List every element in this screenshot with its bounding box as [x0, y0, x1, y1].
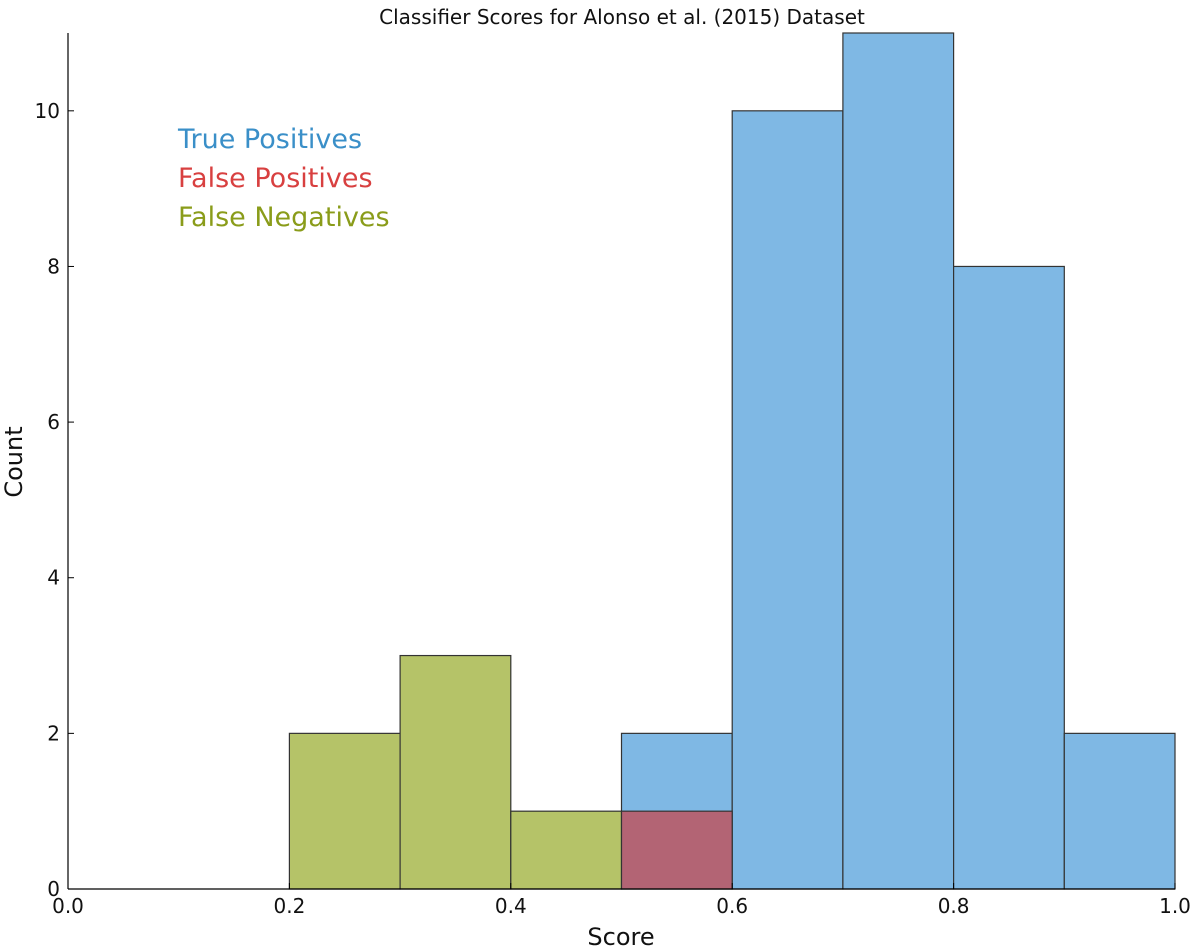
- series-false-positives: [620, 810, 733, 890]
- axes-layer: [67, 33, 1175, 890]
- y-tick-label: 10: [35, 99, 60, 123]
- bar-true-positives-bin-6: [731, 110, 844, 890]
- bars-layer: [288, 32, 1176, 890]
- chart-title: Classifier Scores for Alonso et al. (201…: [379, 5, 865, 29]
- bar-false-positives-bin-5: [620, 810, 733, 890]
- legend-item-true-positives: True Positives: [177, 124, 362, 155]
- x-tick-label: 0.4: [495, 894, 527, 918]
- x-tick-label: 0.0: [52, 894, 84, 918]
- x-tick-label: 0.6: [716, 894, 748, 918]
- series-true-positives: [620, 32, 1176, 890]
- bar-false-negatives-bin-4: [510, 810, 623, 890]
- y-tick-label: 2: [47, 721, 60, 745]
- x-axis-label: Score: [587, 923, 654, 948]
- y-tick-label: 8: [47, 254, 60, 278]
- y-axis-label: Count: [0, 426, 28, 497]
- x-tick-label: 1.0: [1159, 894, 1191, 918]
- x-tick-label: 0.8: [938, 894, 970, 918]
- series-false-negatives: [288, 654, 623, 890]
- x-tick-label: 0.2: [273, 894, 305, 918]
- bar-true-positives-bin-7: [842, 32, 955, 890]
- bar-false-negatives-bin-2: [288, 732, 401, 890]
- bar-true-positives-bin-8: [952, 265, 1065, 890]
- bar-false-negatives-bin-3: [399, 654, 512, 890]
- legend: True Positives False Positives False Negat…: [177, 124, 390, 233]
- bar-true-positives-bin-9: [1063, 732, 1176, 890]
- legend-item-false-positives: False Positives: [178, 163, 373, 194]
- y-tick-label: 6: [47, 410, 60, 434]
- y-tick-label: 4: [47, 566, 60, 590]
- ticks-layer: 0.0 0.2 0.4 0.6 0.8 1.0 0 2 4 6 8 10: [35, 99, 1191, 918]
- y-tick-label: 0: [47, 877, 60, 901]
- legend-item-false-negatives: False Negatives: [178, 202, 390, 233]
